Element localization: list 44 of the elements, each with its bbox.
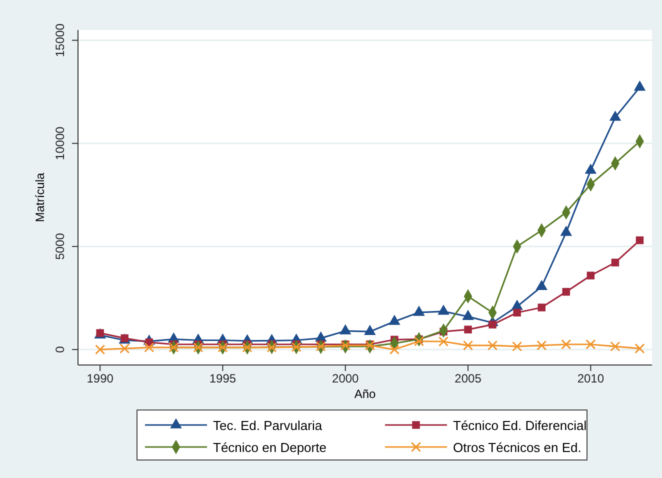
point — [584, 164, 597, 174]
point — [560, 226, 572, 236]
point — [610, 341, 620, 352]
legend-label: Técnico en Deporte — [213, 440, 326, 455]
point — [586, 272, 595, 280]
point — [462, 340, 474, 350]
point — [562, 288, 570, 296]
legend-label: Técnico Ed. Diferencial — [453, 418, 587, 433]
point — [464, 326, 472, 334]
x-tick-label: 2010 — [577, 372, 604, 386]
y-tick-label: 5000 — [53, 232, 67, 260]
y-axis-title: Matrícula — [33, 172, 47, 222]
y-tick-label: 15000 — [53, 23, 67, 57]
point — [634, 80, 646, 91]
point — [634, 343, 645, 354]
point — [536, 340, 547, 350]
point — [389, 344, 400, 355]
point — [120, 343, 130, 354]
point — [512, 341, 522, 352]
legend-label: Otros Técnicos en Ed. — [453, 440, 582, 455]
x-tick-label: 2005 — [454, 372, 482, 386]
x-tick-label: 2000 — [332, 372, 360, 386]
point — [536, 280, 548, 290]
y-tick-label: 0 — [53, 346, 67, 353]
point — [266, 342, 277, 353]
point — [144, 342, 154, 353]
x-axis-title: Año — [354, 387, 376, 401]
x-tick-label: 1995 — [209, 372, 236, 386]
x-tick-label: 1990 — [86, 372, 114, 386]
y-tick-label: 10000 — [53, 126, 67, 160]
legend-label: Tec. Ed. Parvularia — [213, 418, 323, 433]
point — [513, 308, 521, 317]
point — [316, 341, 326, 352]
point — [414, 336, 424, 346]
point — [636, 236, 644, 244]
point — [538, 304, 546, 312]
point — [611, 258, 620, 266]
point — [488, 340, 498, 350]
point — [586, 339, 596, 350]
point — [95, 344, 106, 355]
point — [609, 110, 622, 121]
point — [438, 336, 449, 347]
point — [291, 342, 302, 352]
point — [561, 339, 572, 350]
